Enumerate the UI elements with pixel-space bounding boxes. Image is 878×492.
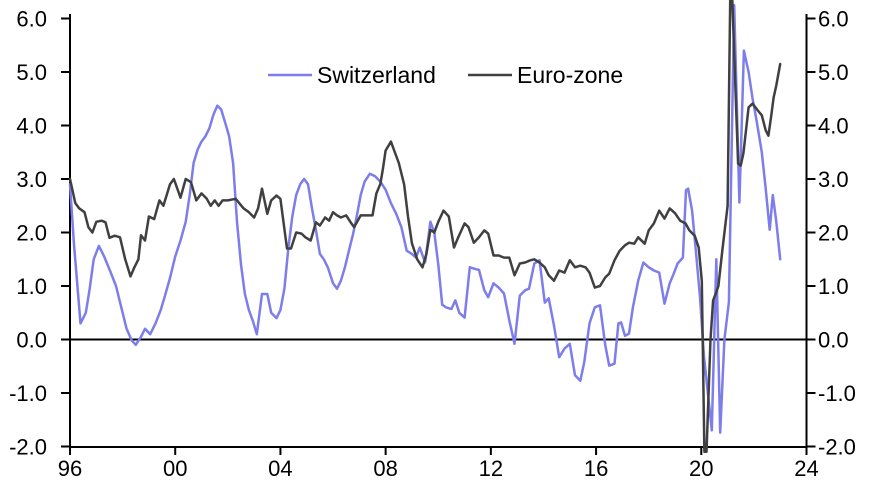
euro-zone-line bbox=[68, 0, 782, 454]
x-tick-label-20: 20 bbox=[689, 456, 713, 481]
y-tick-label-left-2.0: 2.0 bbox=[16, 221, 47, 246]
y-tick-label-right--1.0: -1.0 bbox=[818, 381, 856, 406]
axes: 6.0 6.0 5.0 5.0 4.0 4.0 3.0 3.0 2.0 2.0 1.0 1.0 0.0 0… bbox=[9, 7, 856, 482]
x-tick-label-08: 08 bbox=[373, 456, 397, 481]
x-tick-label-96: 96 bbox=[58, 456, 82, 481]
y-tick-label-right-0.0: 0.0 bbox=[818, 328, 849, 353]
x-tick-label-12: 12 bbox=[479, 456, 503, 481]
y-tick-label-right-5.0: 5.0 bbox=[818, 60, 849, 85]
y-tick-label-left-6.0: 6.0 bbox=[16, 7, 47, 32]
y-tick-label-left-1.0: 1.0 bbox=[16, 274, 47, 299]
legend: Switzerland Euro-zone bbox=[268, 62, 623, 88]
y-tick-label-left-0.0: 0.0 bbox=[16, 328, 47, 353]
y-tick-label-right-1.0: 1.0 bbox=[818, 274, 849, 299]
y-tick-label-left-4.0: 4.0 bbox=[16, 114, 47, 139]
y-tick-label-left-3.0: 3.0 bbox=[16, 167, 47, 192]
x-tick-label-16: 16 bbox=[584, 456, 608, 481]
y-tick-label-right-3.0: 3.0 bbox=[818, 167, 849, 192]
legend-eurozone-label: Euro-zone bbox=[517, 62, 623, 88]
x-tick-label-00: 00 bbox=[163, 456, 187, 481]
legend-switzerland-label: Switzerland bbox=[317, 62, 436, 88]
y-tick-label-left--1.0: -1.0 bbox=[9, 381, 47, 406]
y-tick-label-left--2.0: -2.0 bbox=[9, 435, 47, 460]
y-tick-label-right-4.0: 4.0 bbox=[818, 114, 849, 139]
y-tick-label-left-5.0: 5.0 bbox=[16, 60, 47, 85]
series-lines bbox=[68, 0, 782, 454]
y-tick-label-right-2.0: 2.0 bbox=[818, 221, 849, 246]
y-tick-label-right-6.0: 6.0 bbox=[818, 7, 849, 32]
x-tick-label-04: 04 bbox=[268, 456, 292, 481]
x-tick-label-24: 24 bbox=[794, 456, 818, 481]
y-tick-label-right--2.0: -2.0 bbox=[818, 435, 856, 460]
switzerland-line bbox=[68, 3, 782, 434]
